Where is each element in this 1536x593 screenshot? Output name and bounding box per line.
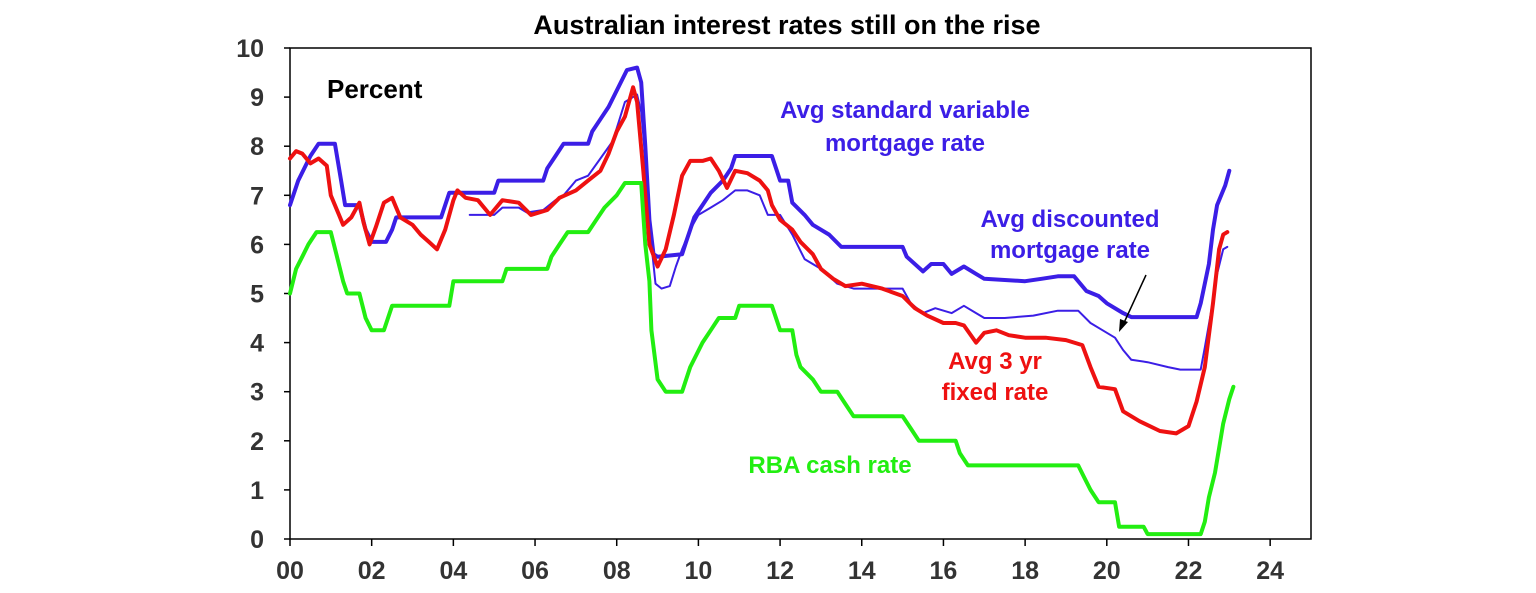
x-axis: 00 02 04 06 08 10 12 14 16 18 20 22 24 [276, 539, 1284, 585]
x-tick-label: 10 [684, 557, 712, 585]
annotation-arrow-head [1119, 319, 1128, 332]
x-tick-label: 06 [521, 557, 549, 585]
y-tick-label: 6 [250, 231, 264, 259]
y-tick-label: 10 [236, 35, 264, 63]
series-lines [288, 65, 1236, 537]
y-tick-label: 8 [250, 133, 264, 161]
y-axis-label: Percent [327, 74, 423, 104]
annotation-label: RBA cash rate [748, 452, 911, 479]
x-tick-label: 02 [358, 557, 386, 585]
y-tick-label: 5 [250, 281, 264, 309]
x-tick-label: 20 [1093, 557, 1121, 585]
series-line-rba-cash-rate [288, 181, 1236, 537]
annotation-arrow-shaft [1122, 274, 1147, 326]
y-tick-label: 3 [250, 379, 264, 407]
y-tick-label: 2 [250, 428, 264, 456]
x-tick-label: 18 [1011, 557, 1039, 585]
x-tick-label: 00 [276, 557, 304, 585]
x-tick-label: 04 [439, 557, 467, 585]
x-tick-label: 22 [1175, 557, 1203, 585]
y-tick-label: 0 [250, 526, 264, 554]
annotation-label: Avg discounted [980, 206, 1159, 233]
x-tick-label: 08 [603, 557, 631, 585]
annotation-label: mortgage rate [825, 130, 985, 157]
x-tick-label: 12 [766, 557, 794, 585]
annotation-label: Avg 3 yr [948, 348, 1042, 375]
y-tick-label: 9 [250, 84, 264, 112]
series-line-avg-discounted-mortgage-rate [468, 93, 1229, 371]
series-line-avg-standard-variable-mortgage-rate [288, 65, 1232, 320]
chart-title: Australian interest rates still on the r… [533, 10, 1040, 40]
annotation-label: mortgage rate [990, 237, 1150, 264]
annotation-label: Avg standard variable [780, 97, 1030, 124]
x-tick-label: 16 [930, 557, 958, 585]
y-tick-label: 7 [250, 182, 264, 210]
y-tick-label: 4 [250, 330, 264, 358]
series-line-avg-3-yr-fixed-rate [288, 85, 1230, 436]
y-axis: 0 1 2 3 4 5 6 7 8 9 10 [236, 35, 290, 554]
annotation-label: fixed rate [942, 379, 1049, 406]
x-tick-label: 24 [1256, 557, 1284, 585]
series-annotations: Avg standard variable mortgage rate Avg di… [748, 97, 1159, 479]
y-tick-label: 1 [250, 477, 264, 505]
x-tick-label: 14 [848, 557, 876, 585]
